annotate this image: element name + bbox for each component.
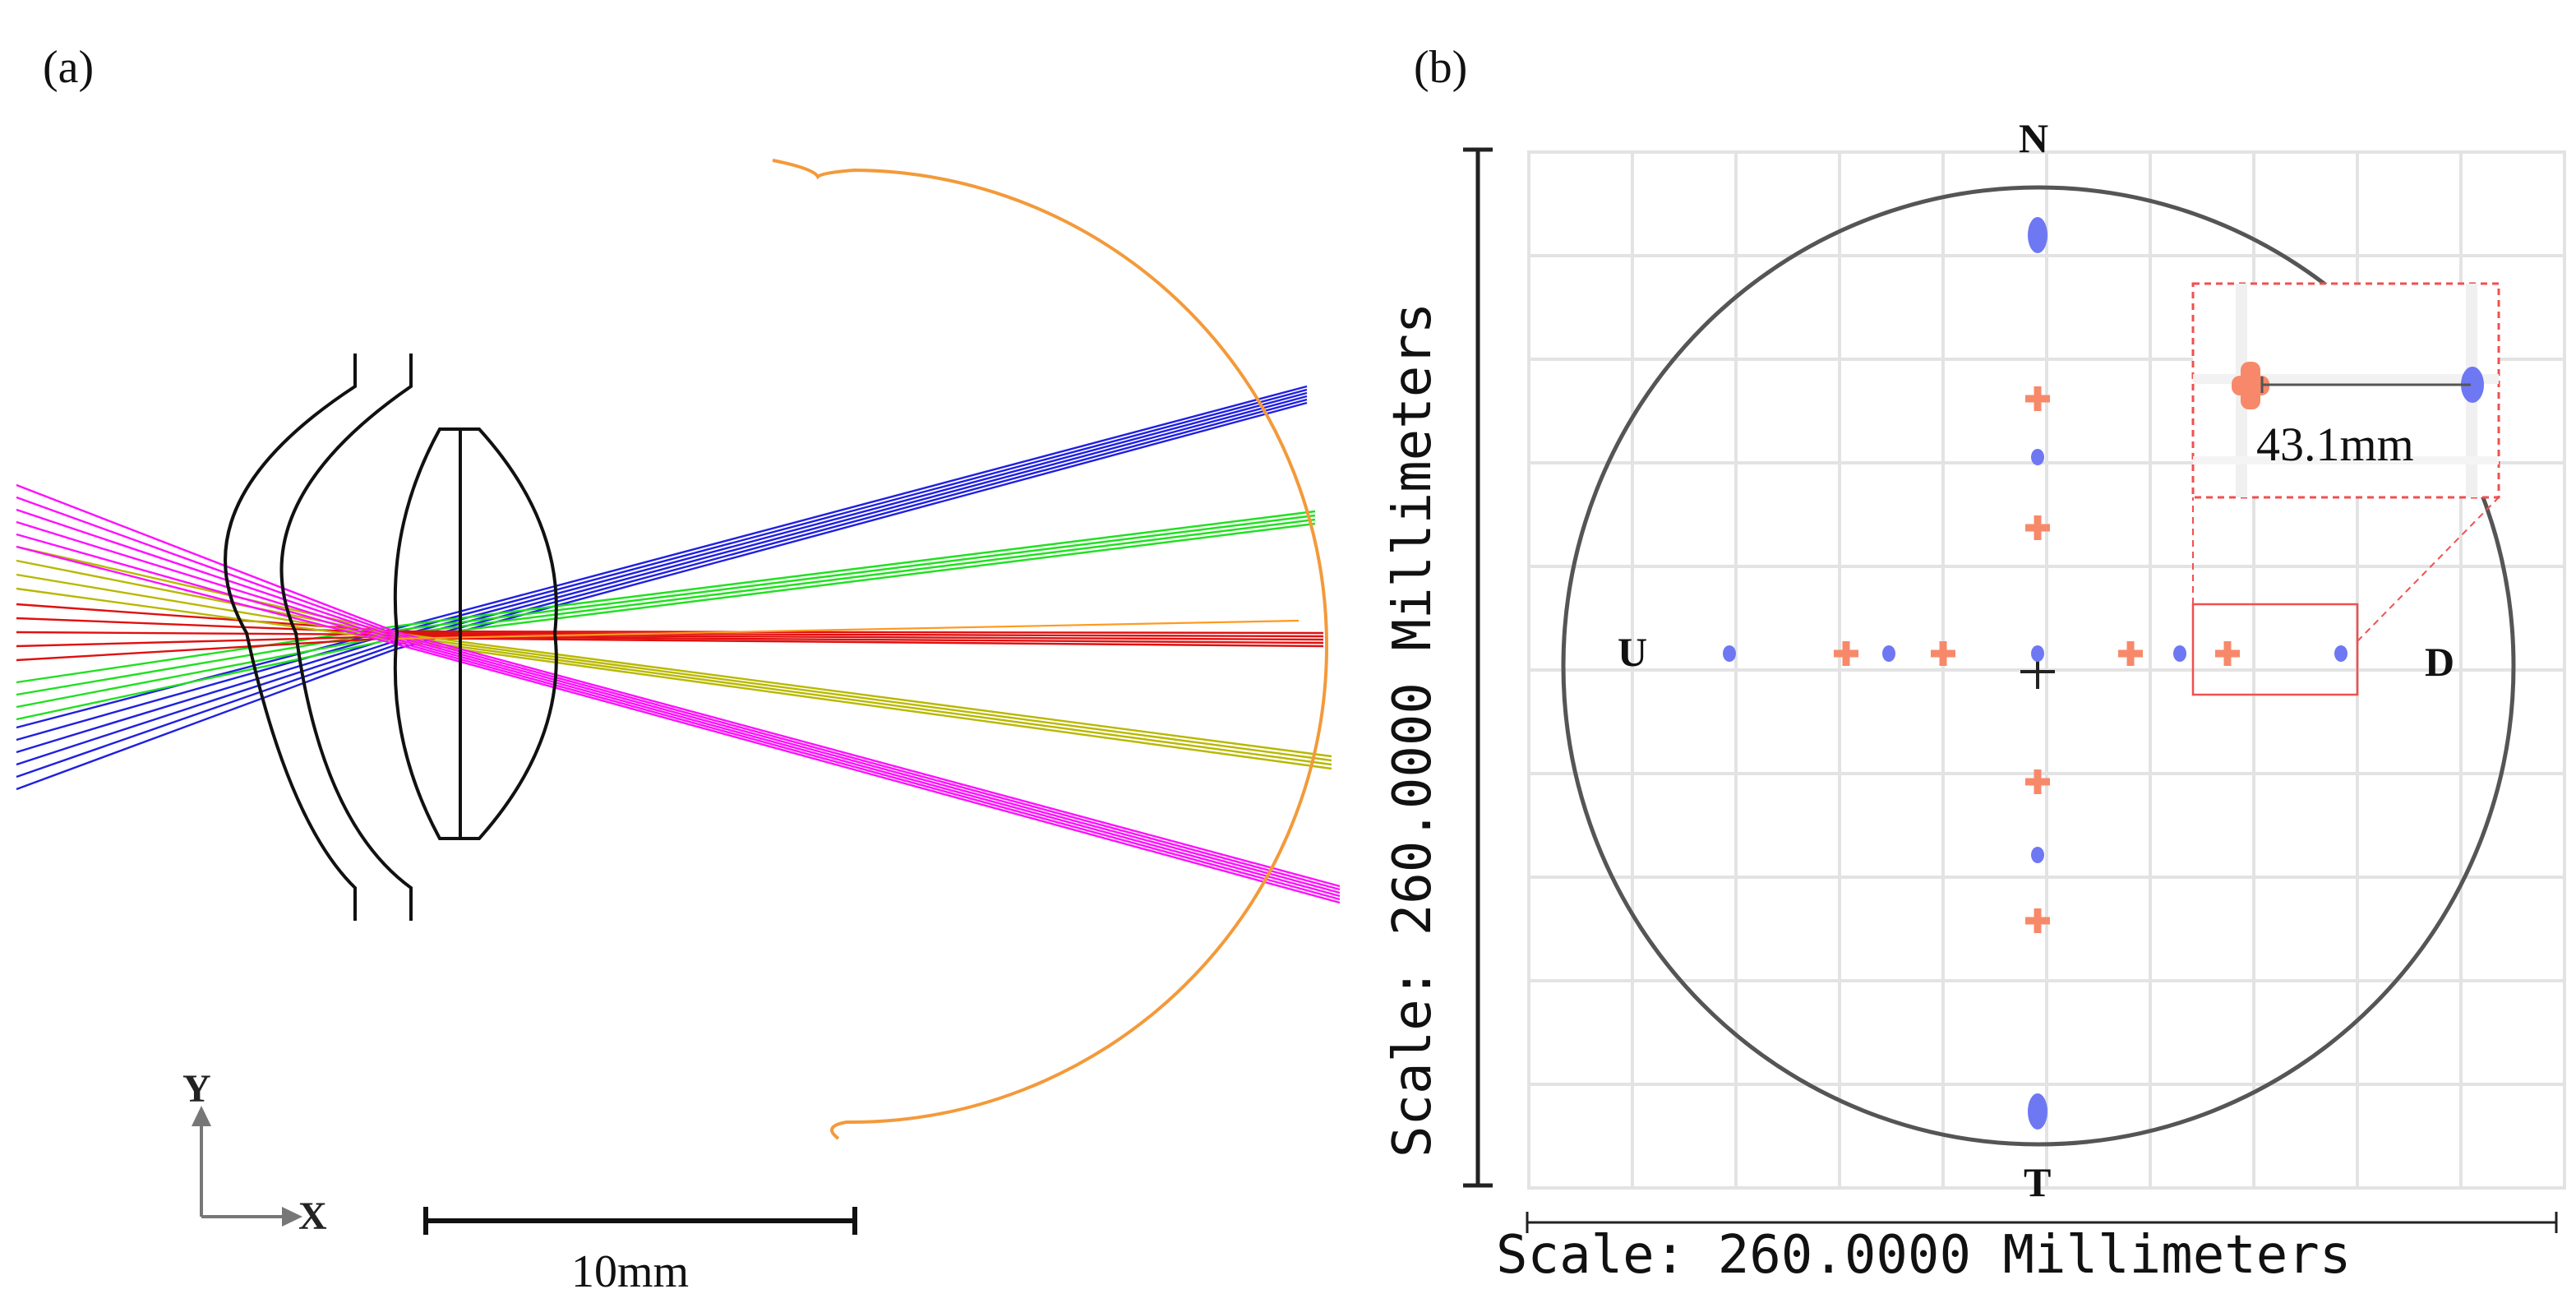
label-n: N (2019, 115, 2048, 161)
inset-distance-label: 43.1mm (2256, 418, 2414, 471)
horizontal-scale-label: Scale: 260.0000 Millimeters (1496, 1225, 2351, 1286)
blue-marker (2028, 1093, 2047, 1130)
axis-indicator: Y X (182, 1067, 327, 1238)
orange-marker (2215, 641, 2240, 666)
vertical-scale-bar (1463, 147, 1493, 1188)
inset-orange-marker (2232, 362, 2269, 409)
ray-bundle-blue (16, 385, 1308, 791)
orange-marker (1834, 641, 1858, 666)
ray-bundle-red (16, 603, 1324, 662)
blue-marker (2031, 847, 2044, 863)
blue-marker (2028, 217, 2047, 253)
label-d: D (2425, 639, 2454, 685)
axis-x-label: X (298, 1194, 327, 1238)
crystalline-lens (393, 427, 558, 840)
inset-blue-marker (2461, 367, 2484, 403)
ray-orange (394, 619, 1300, 640)
label-u: U (1618, 629, 1647, 675)
axis-y-label: Y (182, 1067, 211, 1111)
label-t: T (2024, 1159, 2051, 1205)
vertical-scale-label: Scale: 260.0000 Millimeters (1383, 303, 1443, 1157)
blue-marker (2173, 645, 2186, 662)
orange-marker (1931, 641, 1955, 666)
blue-marker (1882, 645, 1895, 662)
inset-distance-line (2260, 377, 2471, 393)
panel-a: (a) (16, 42, 1341, 1297)
inset: 43.1mm (2191, 282, 2500, 499)
orange-marker (2118, 641, 2143, 666)
ray-bundle-magenta (16, 483, 1341, 904)
blue-marker (1723, 645, 1736, 662)
panel-b-label: (b) (1414, 42, 1467, 93)
highlight-region (2191, 497, 2500, 696)
panel-a-label: (a) (43, 42, 94, 93)
blue-markers (1723, 217, 2347, 1130)
horizontal-scale-bar (1526, 1212, 2558, 1233)
retina-arc (772, 159, 1328, 1140)
panel-b: (b) (1383, 42, 2566, 1286)
scale-bar-label: 10mm (571, 1246, 689, 1297)
blue-marker (2334, 645, 2347, 662)
scale-bar (423, 1207, 857, 1235)
blue-marker (2031, 645, 2044, 662)
blue-marker (2031, 449, 2044, 465)
ray-bundle-yellow (16, 545, 1332, 770)
field-circle (1561, 185, 2516, 1147)
cornea (224, 353, 413, 921)
